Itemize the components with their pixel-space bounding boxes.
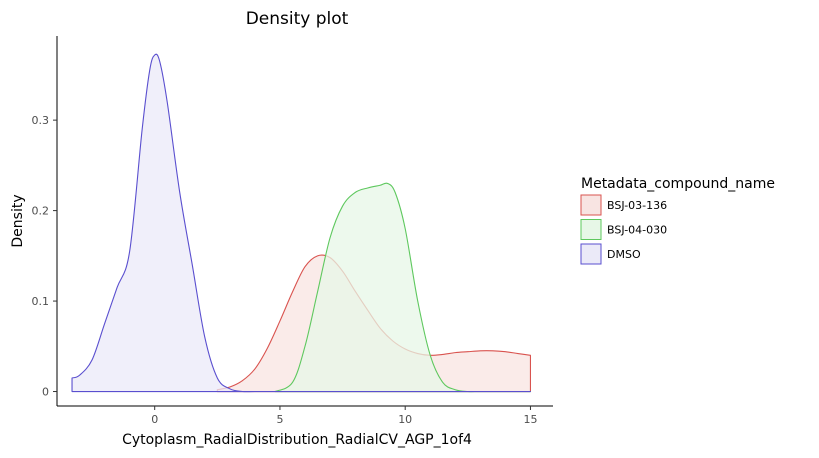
x-ticks: 0 5 10 15 (151, 406, 537, 426)
y-tick-label: 0.3 (32, 114, 50, 127)
legend: Metadata_compound_name BSJ-03-136 BSJ-04-… (580, 176, 775, 265)
y-tick-label: 0.1 (32, 295, 50, 308)
y-ticks: 0 0.1 0.2 0.3 (32, 114, 57, 399)
legend-label: BSJ-03-136 (607, 199, 667, 212)
x-axis-title: Cytoplasm_RadialDistribution_RadialCV_AG… (122, 432, 472, 448)
series-layer (71, 53, 531, 393)
x-tick-label: 0 (151, 413, 158, 426)
legend-label: BSJ-04-030 (607, 224, 667, 237)
legend-key (580, 219, 602, 240)
chart-title: Density plot (246, 9, 349, 29)
legend-key (580, 243, 602, 265)
x-tick-label: 10 (398, 413, 412, 426)
y-tick-label: 0.2 (32, 205, 50, 218)
y-axis-title: Density (10, 194, 26, 247)
density-area-2 (72, 54, 531, 392)
legend-title: Metadata_compound_name (581, 176, 775, 192)
legend-key (580, 194, 602, 216)
y-tick-label: 0 (42, 386, 49, 399)
density-area-1 (274, 183, 531, 392)
x-tick-label: 15 (523, 413, 537, 426)
density-outline-2 (71, 53, 531, 393)
legend-label: DMSO (607, 248, 641, 261)
legend-items: BSJ-03-136 BSJ-04-030 DMSO (580, 194, 667, 265)
x-tick-label: 5 (276, 413, 283, 426)
